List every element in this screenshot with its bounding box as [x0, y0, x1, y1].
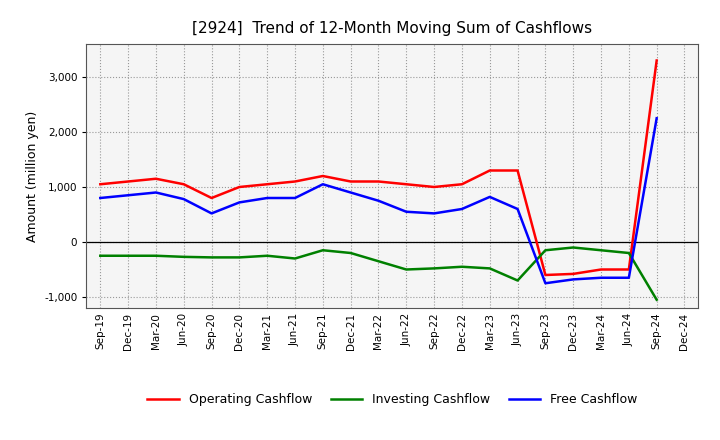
Free Cashflow: [652, 116, 661, 121]
Free Cashflow: [235, 200, 243, 205]
Investing Cashflow: [402, 267, 410, 272]
Free Cashflow: [513, 206, 522, 212]
Operating Cashflow: [291, 179, 300, 184]
Investing Cashflow: [235, 255, 243, 260]
Investing Cashflow: [207, 255, 216, 260]
Free Cashflow: [124, 193, 132, 198]
Free Cashflow: [541, 281, 550, 286]
Free Cashflow: [291, 195, 300, 201]
Free Cashflow: [569, 277, 577, 282]
Operating Cashflow: [374, 179, 383, 184]
Operating Cashflow: [485, 168, 494, 173]
Free Cashflow: [597, 275, 606, 280]
Investing Cashflow: [318, 248, 327, 253]
Operating Cashflow: [569, 271, 577, 277]
Free Cashflow: [207, 211, 216, 216]
Line: Operating Cashflow: Operating Cashflow: [100, 60, 657, 275]
Free Cashflow: [485, 194, 494, 200]
Operating Cashflow: [430, 184, 438, 190]
Investing Cashflow: [291, 256, 300, 261]
Investing Cashflow: [513, 278, 522, 283]
Investing Cashflow: [458, 264, 467, 269]
Free Cashflow: [402, 209, 410, 214]
Investing Cashflow: [179, 254, 188, 260]
Operating Cashflow: [318, 173, 327, 179]
Free Cashflow: [624, 275, 633, 280]
Line: Free Cashflow: Free Cashflow: [100, 118, 657, 283]
Line: Investing Cashflow: Investing Cashflow: [100, 247, 657, 300]
Investing Cashflow: [430, 266, 438, 271]
Operating Cashflow: [652, 58, 661, 63]
Operating Cashflow: [458, 182, 467, 187]
Free Cashflow: [458, 206, 467, 212]
Investing Cashflow: [263, 253, 271, 258]
Operating Cashflow: [513, 168, 522, 173]
Operating Cashflow: [207, 195, 216, 201]
Free Cashflow: [374, 198, 383, 203]
Title: [2924]  Trend of 12-Month Moving Sum of Cashflows: [2924] Trend of 12-Month Moving Sum of C…: [192, 21, 593, 36]
Investing Cashflow: [96, 253, 104, 258]
Legend: Operating Cashflow, Investing Cashflow, Free Cashflow: Operating Cashflow, Investing Cashflow, …: [143, 388, 642, 411]
Operating Cashflow: [346, 179, 355, 184]
Investing Cashflow: [152, 253, 161, 258]
Investing Cashflow: [652, 297, 661, 302]
Investing Cashflow: [597, 248, 606, 253]
Investing Cashflow: [374, 259, 383, 264]
Investing Cashflow: [124, 253, 132, 258]
Free Cashflow: [263, 195, 271, 201]
Free Cashflow: [96, 195, 104, 201]
Operating Cashflow: [624, 267, 633, 272]
Investing Cashflow: [346, 250, 355, 256]
Free Cashflow: [318, 182, 327, 187]
Investing Cashflow: [569, 245, 577, 250]
Free Cashflow: [152, 190, 161, 195]
Y-axis label: Amount (million yen): Amount (million yen): [26, 110, 39, 242]
Operating Cashflow: [541, 272, 550, 278]
Operating Cashflow: [597, 267, 606, 272]
Investing Cashflow: [541, 248, 550, 253]
Investing Cashflow: [624, 250, 633, 256]
Investing Cashflow: [485, 266, 494, 271]
Operating Cashflow: [263, 182, 271, 187]
Operating Cashflow: [235, 184, 243, 190]
Free Cashflow: [179, 196, 188, 202]
Operating Cashflow: [96, 182, 104, 187]
Operating Cashflow: [179, 182, 188, 187]
Operating Cashflow: [152, 176, 161, 181]
Operating Cashflow: [402, 182, 410, 187]
Operating Cashflow: [124, 179, 132, 184]
Free Cashflow: [346, 190, 355, 195]
Free Cashflow: [430, 211, 438, 216]
